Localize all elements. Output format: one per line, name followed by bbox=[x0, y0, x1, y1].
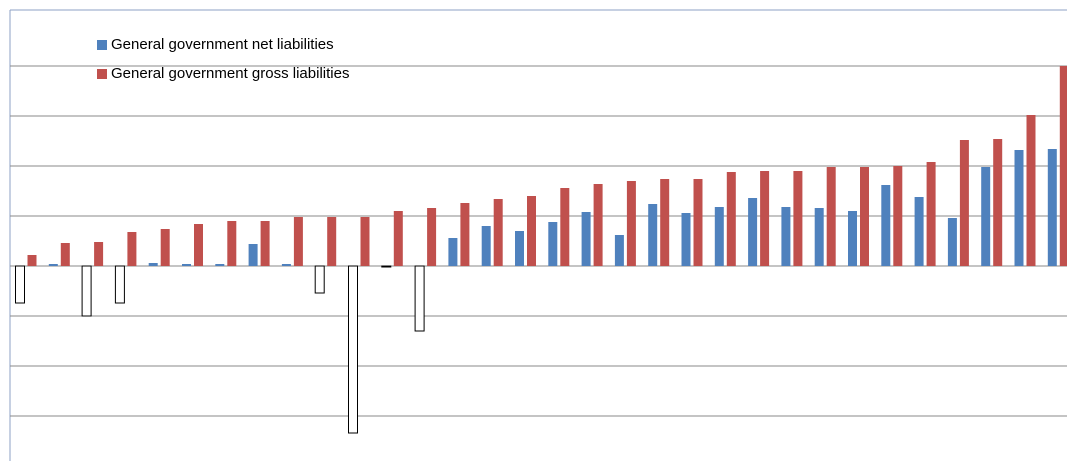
bar bbox=[27, 255, 37, 266]
bar bbox=[227, 221, 237, 266]
bar bbox=[314, 265, 325, 294]
bar bbox=[993, 139, 1003, 266]
legend-label: General government net liabilities bbox=[111, 36, 334, 53]
bar bbox=[760, 171, 770, 266]
bar bbox=[1014, 150, 1024, 266]
bar bbox=[360, 217, 370, 266]
bar bbox=[748, 198, 758, 266]
bar bbox=[914, 197, 924, 266]
bar bbox=[548, 222, 558, 266]
bar bbox=[182, 264, 191, 266]
bar bbox=[714, 207, 724, 266]
bar bbox=[281, 264, 291, 266]
bar bbox=[693, 179, 703, 266]
bar bbox=[48, 264, 58, 266]
bar bbox=[893, 166, 903, 266]
bar bbox=[981, 167, 991, 266]
bar bbox=[681, 213, 691, 266]
bar bbox=[881, 185, 891, 266]
bar bbox=[726, 172, 736, 266]
bar bbox=[81, 265, 92, 317]
bar bbox=[860, 167, 869, 266]
bar bbox=[959, 140, 969, 266]
legend-swatch bbox=[97, 40, 107, 50]
bar bbox=[460, 203, 470, 266]
bar bbox=[393, 211, 403, 266]
legend-swatch bbox=[97, 69, 107, 79]
bar bbox=[781, 207, 791, 266]
bar bbox=[515, 231, 524, 266]
bar bbox=[793, 171, 803, 266]
bar bbox=[481, 226, 491, 266]
bar bbox=[814, 208, 824, 266]
bar bbox=[194, 224, 203, 266]
bar bbox=[293, 217, 303, 266]
bar bbox=[114, 265, 125, 304]
bar bbox=[260, 221, 270, 266]
bar bbox=[60, 243, 70, 266]
bar bbox=[848, 211, 857, 266]
bar bbox=[327, 217, 337, 266]
bar bbox=[94, 242, 104, 266]
bar bbox=[1059, 66, 1067, 266]
bar bbox=[148, 263, 158, 266]
bar bbox=[381, 265, 392, 268]
bar bbox=[527, 196, 536, 266]
bar bbox=[926, 162, 936, 266]
bar bbox=[15, 265, 25, 304]
bar bbox=[614, 235, 624, 266]
bar bbox=[348, 265, 358, 434]
bar bbox=[648, 204, 658, 266]
bar bbox=[160, 229, 170, 266]
bar bbox=[1047, 149, 1057, 266]
bar bbox=[626, 181, 636, 266]
bar bbox=[414, 265, 425, 332]
bar bbox=[1026, 115, 1036, 266]
bar bbox=[947, 218, 957, 266]
bar bbox=[593, 184, 603, 266]
bar bbox=[493, 199, 503, 266]
bar bbox=[826, 167, 836, 266]
bar bbox=[660, 179, 670, 266]
legend-label: General government gross liabilities bbox=[111, 65, 349, 82]
bar bbox=[560, 188, 570, 266]
bar bbox=[427, 208, 437, 266]
bar bbox=[581, 212, 591, 266]
bar bbox=[215, 264, 225, 266]
bar bbox=[448, 238, 458, 266]
bar bbox=[127, 232, 137, 266]
bar bbox=[248, 244, 258, 266]
